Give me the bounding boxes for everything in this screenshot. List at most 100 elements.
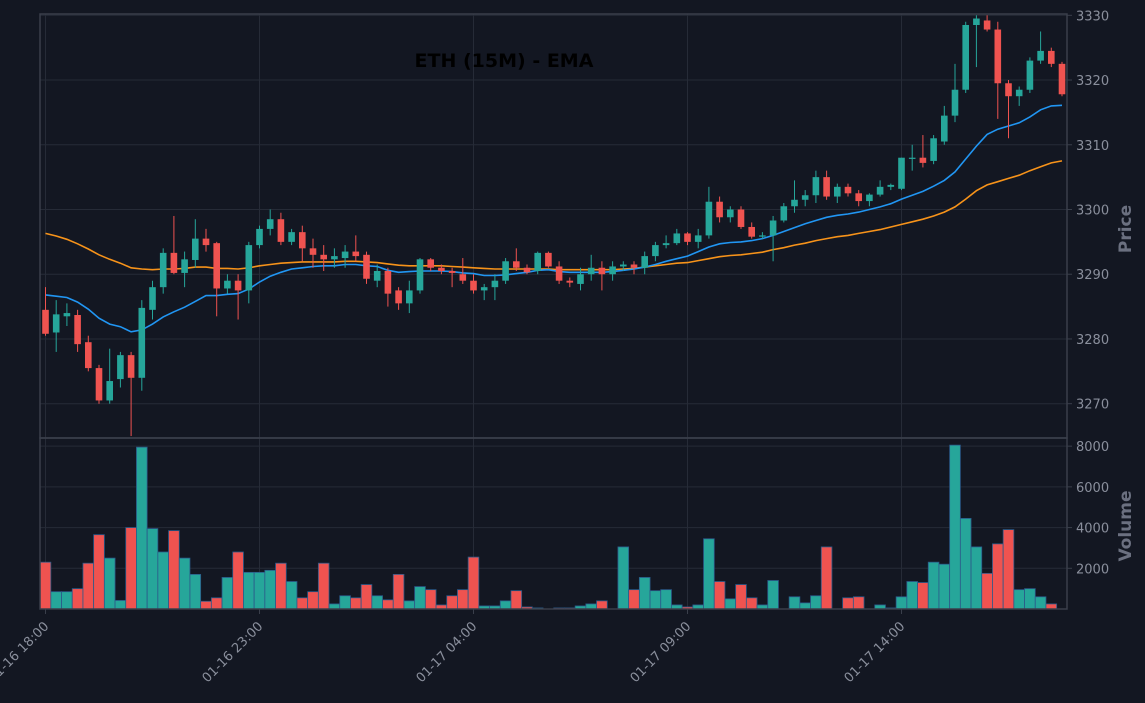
candle-body	[534, 252, 541, 271]
candle-body	[513, 261, 520, 268]
candle-body	[363, 254, 370, 279]
volume-bar	[1045, 603, 1058, 610]
volume-bar	[253, 571, 266, 610]
candle-body	[705, 201, 713, 236]
candle-body	[941, 115, 948, 142]
candle-body	[716, 201, 723, 218]
price-tick-label: 3270	[1076, 398, 1109, 413]
candle-body	[1058, 63, 1066, 95]
candles	[42, 15, 1066, 437]
candle-body	[256, 228, 263, 246]
volume-bar	[392, 573, 405, 610]
candle-body	[545, 252, 552, 267]
candle-body	[42, 309, 49, 334]
candle-body	[834, 186, 841, 197]
volume-bar	[510, 590, 523, 610]
volume-bar	[189, 573, 202, 610]
candle-body	[74, 315, 81, 345]
volume-bar	[820, 546, 833, 610]
panel-frames	[39, 13, 1068, 610]
candle-body	[652, 245, 659, 257]
volume-bar	[446, 595, 458, 610]
volume-bar	[585, 603, 597, 610]
candle-body	[245, 245, 253, 291]
volume-bar	[499, 600, 512, 610]
candle-body	[352, 251, 360, 257]
candle-body	[502, 261, 509, 281]
candle-body	[887, 184, 895, 187]
volume-bars	[39, 444, 1058, 610]
volume-bar	[360, 584, 373, 610]
candle-body	[523, 267, 531, 273]
volume-bar	[50, 591, 62, 610]
volume-tick-label: 8000	[1076, 440, 1109, 455]
volume-bar	[981, 572, 993, 610]
candle-body	[384, 270, 392, 294]
candle-body	[448, 270, 456, 273]
volume-bar	[457, 589, 469, 610]
candle-body	[812, 177, 820, 196]
candle-body	[951, 89, 959, 116]
candle-body	[159, 252, 167, 288]
volume-bar	[724, 598, 737, 610]
candle-body	[620, 264, 627, 267]
price-panel-bg	[40, 14, 1067, 438]
grid-layer	[40, 14, 1067, 609]
volume-bar	[628, 589, 640, 610]
candle-body	[684, 233, 691, 242]
volume-bar	[61, 591, 73, 610]
candle-body	[866, 194, 873, 202]
volume-bar	[339, 595, 351, 610]
volume-bar	[114, 600, 127, 610]
volume-bar	[307, 591, 319, 610]
candle-body	[898, 157, 905, 189]
volume-tick-label: 2000	[1076, 562, 1109, 577]
candle-body	[213, 243, 220, 289]
volume-bar	[125, 527, 137, 610]
candle-body	[694, 235, 702, 242]
candle-body	[759, 235, 766, 237]
candle-body	[309, 248, 317, 255]
candle-body	[566, 280, 574, 283]
price-tick-label: 3330	[1076, 9, 1109, 24]
candle-body	[149, 287, 156, 310]
volume-tick-label: 4000	[1076, 522, 1109, 537]
volume-bar	[350, 597, 362, 610]
volume-bar	[296, 597, 309, 610]
candle-body	[224, 280, 231, 289]
candle-body	[630, 264, 638, 268]
volume-bar	[767, 580, 779, 610]
candle-body	[973, 18, 980, 26]
volume-bar	[221, 577, 234, 610]
volume-bar	[371, 595, 383, 610]
volume-bar	[596, 600, 608, 610]
volume-bar	[157, 551, 169, 610]
candle-body	[737, 209, 745, 227]
candle-body	[170, 252, 178, 273]
candle-body	[823, 177, 830, 197]
candle-body	[480, 287, 488, 291]
volume-bar	[917, 582, 929, 610]
candle-body	[117, 355, 124, 380]
volume-panel-bg	[40, 438, 1067, 609]
candle-body	[748, 226, 755, 237]
candle-body	[266, 219, 274, 229]
candle-body	[1015, 89, 1023, 97]
price-tick-label: 3280	[1076, 333, 1109, 348]
candle-body	[63, 313, 71, 317]
candle-body	[577, 274, 584, 284]
candle-body	[331, 256, 338, 260]
volume-bar	[735, 584, 747, 610]
candle-body	[908, 157, 916, 159]
volume-bar	[467, 556, 480, 610]
volume-bar	[210, 597, 223, 610]
volume-bar	[93, 534, 105, 610]
volume-bar	[146, 528, 159, 610]
volume-bar	[403, 600, 416, 610]
candle-body	[138, 307, 146, 378]
candle-body	[491, 280, 499, 288]
volume-bar	[906, 581, 918, 610]
candle-body	[673, 233, 681, 244]
volume-bar	[810, 595, 822, 610]
